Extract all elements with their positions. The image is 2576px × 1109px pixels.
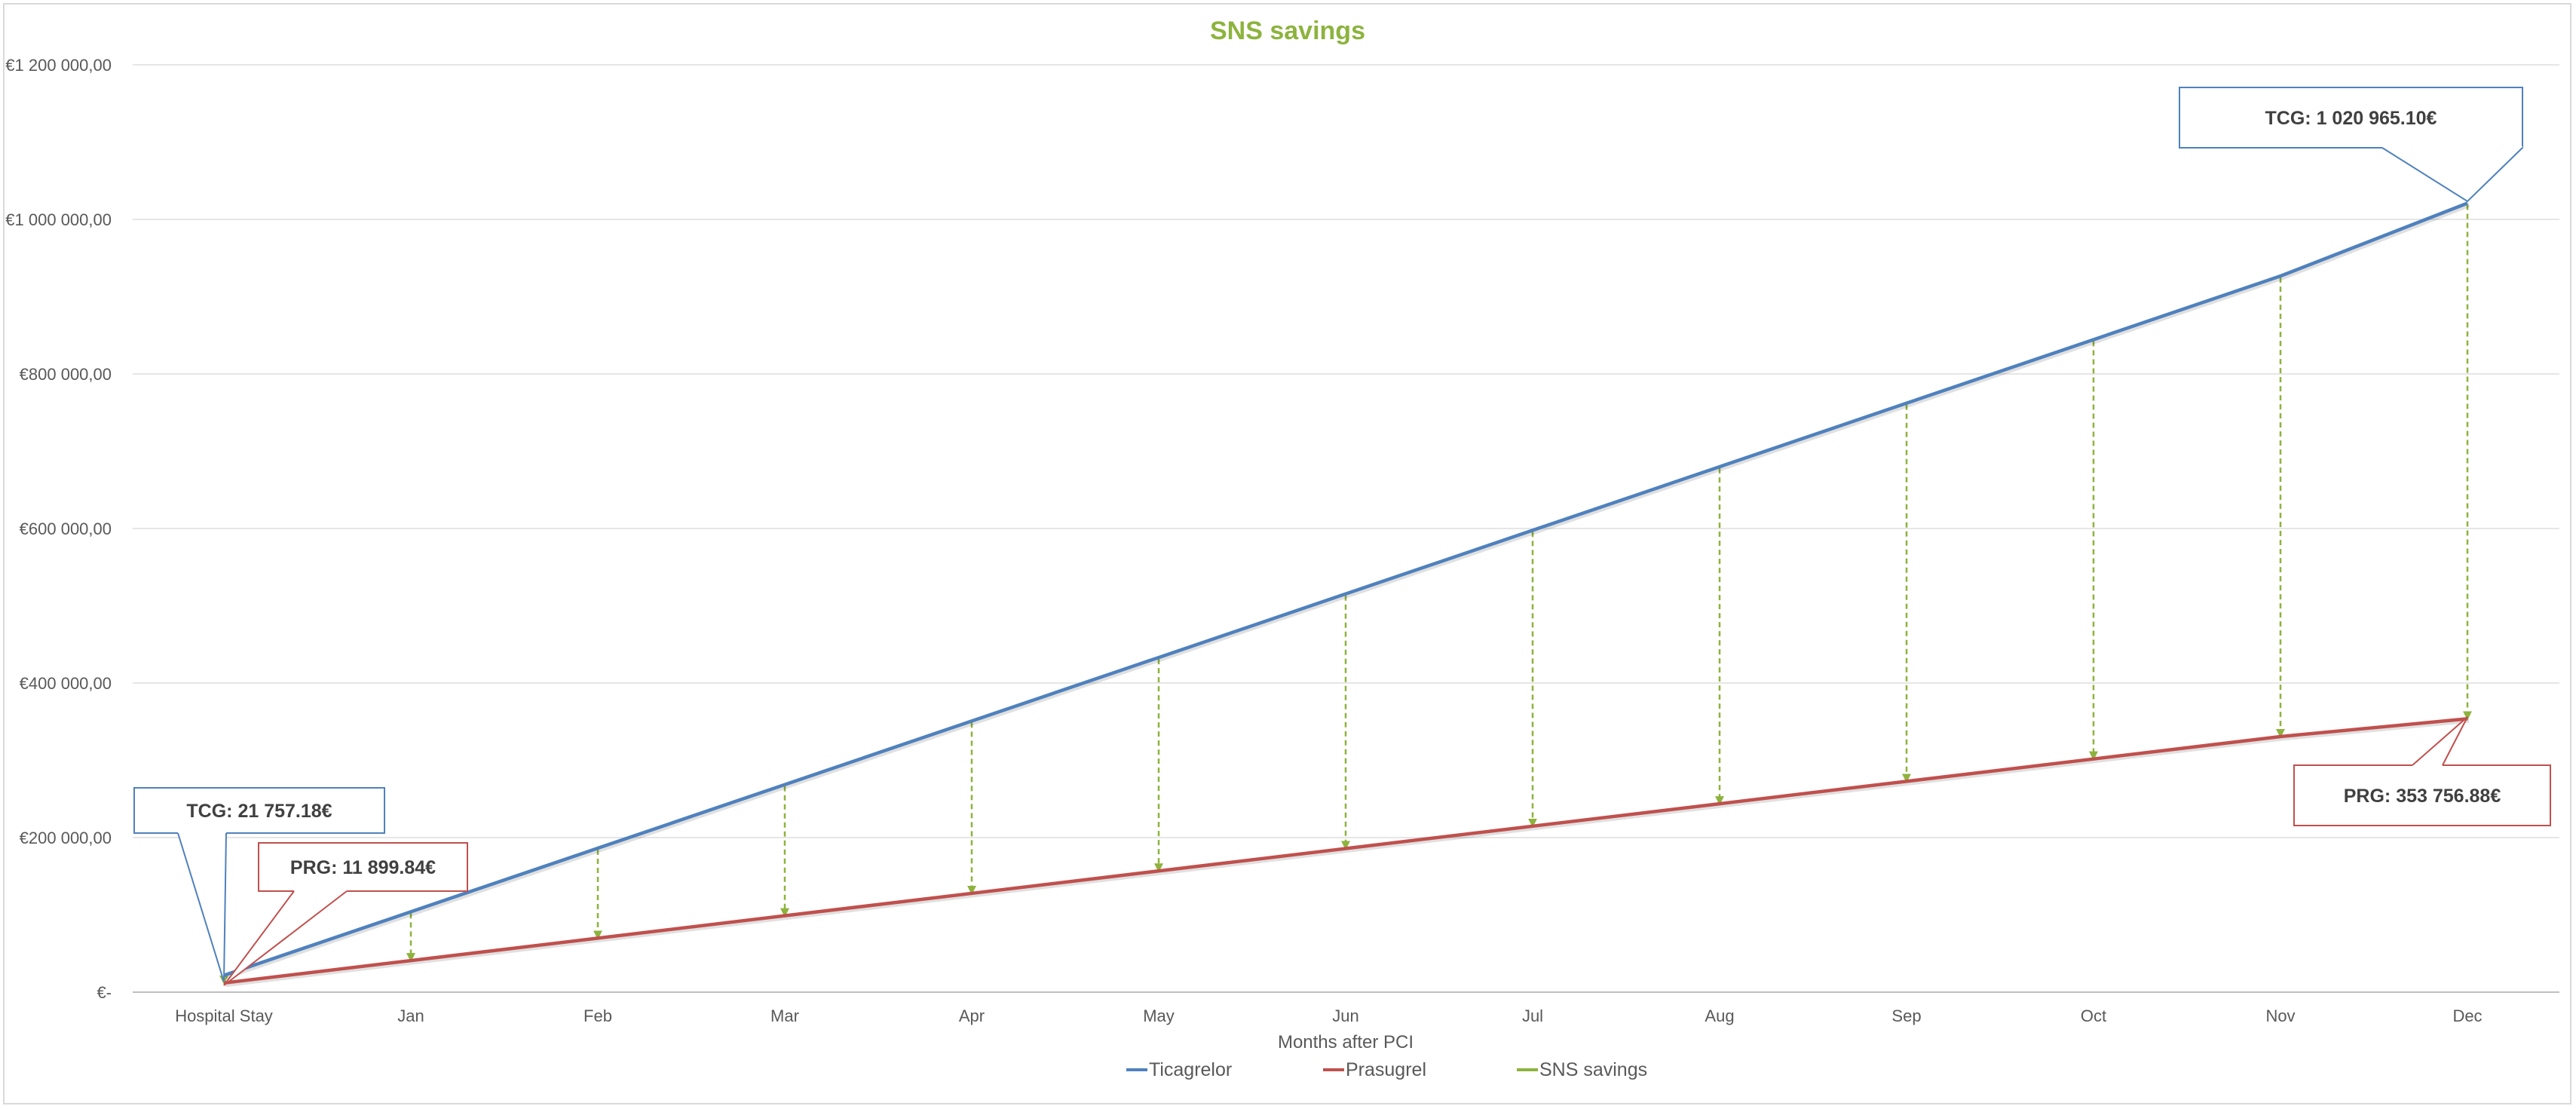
legend: Ticagrelor Prasugrel SNS savings xyxy=(1126,1059,1647,1080)
callout-pointer xyxy=(2381,147,2523,203)
gridlines xyxy=(133,64,2559,838)
chart-frame xyxy=(3,3,2571,1104)
y-tick-label: €1 000 000,00 xyxy=(5,210,112,229)
x-tick-label: Feb xyxy=(584,1006,612,1025)
callout-box xyxy=(2293,764,2551,826)
y-tick-label: €600 000,00 xyxy=(20,519,112,538)
legend-label: Prasugrel xyxy=(1346,1059,1426,1080)
x-tick-label: Nov xyxy=(2265,1006,2295,1025)
callout-box xyxy=(2179,87,2523,149)
y-tick-label: €1 200 000,00 xyxy=(5,56,112,75)
savings-arrows xyxy=(219,204,2472,985)
prasugrel-line xyxy=(223,717,2468,985)
prasugrel-line-shadow xyxy=(225,717,2470,988)
x-tick-label: Jun xyxy=(1332,1006,1358,1025)
x-tick-label: Hospital Stay xyxy=(175,1006,273,1025)
x-tick-label: Mar xyxy=(770,1006,799,1025)
y-tick-label: €200 000,00 xyxy=(20,829,112,847)
x-axis-title: Months after PCI xyxy=(1278,1032,1414,1052)
ticagrelor-line xyxy=(223,201,2468,977)
callout-pointer xyxy=(177,832,227,982)
x-tick-label: Aug xyxy=(1705,1006,1734,1025)
callout-label: PRG: 353 756.88€ xyxy=(2344,786,2501,807)
y-axis-tick-labels: €- €200 000,00 €400 000,00 €600 000,00 €800 … xyxy=(5,56,112,1002)
callout-label: PRG: 11 899.84€ xyxy=(290,857,436,878)
x-tick-label: Oct xyxy=(2081,1006,2106,1025)
callout-pointer xyxy=(2412,716,2468,766)
callout-label: TCG: 21 757.18€ xyxy=(186,801,332,822)
x-tick-label: Sep xyxy=(1891,1006,1921,1025)
legend-label: Ticagrelor xyxy=(1149,1059,1232,1080)
y-tick-label: €- xyxy=(96,983,112,1002)
x-tick-label: May xyxy=(1143,1006,1175,1025)
x-tick-label: Dec xyxy=(2452,1006,2482,1025)
x-tick-label: Apr xyxy=(959,1006,985,1025)
callouts: TCG: 21 757.18€ PRG: 11 899.84€ TCG: 1 020… xyxy=(133,87,2551,986)
callout-pointer xyxy=(223,890,348,986)
callout-box xyxy=(258,842,468,892)
ticagrelor-line-shadow xyxy=(224,202,2470,980)
series-lines xyxy=(223,201,2470,988)
legend-label: SNS savings xyxy=(1539,1059,1647,1080)
callout-box xyxy=(133,787,385,834)
y-tick-label: €400 000,00 xyxy=(20,674,112,693)
y-tick-label: €800 000,00 xyxy=(20,365,112,384)
x-axis-tick-labels: Hospital Stay Jan Feb Mar Apr May Jun Jul Aug Sep… xyxy=(175,1006,2482,1025)
chart-title: SNS savings xyxy=(1210,17,1365,45)
x-tick-label: Jan xyxy=(397,1006,424,1025)
callout-label: TCG: 1 020 965.10€ xyxy=(2265,108,2437,129)
x-tick-label: Jul xyxy=(1522,1006,1543,1025)
